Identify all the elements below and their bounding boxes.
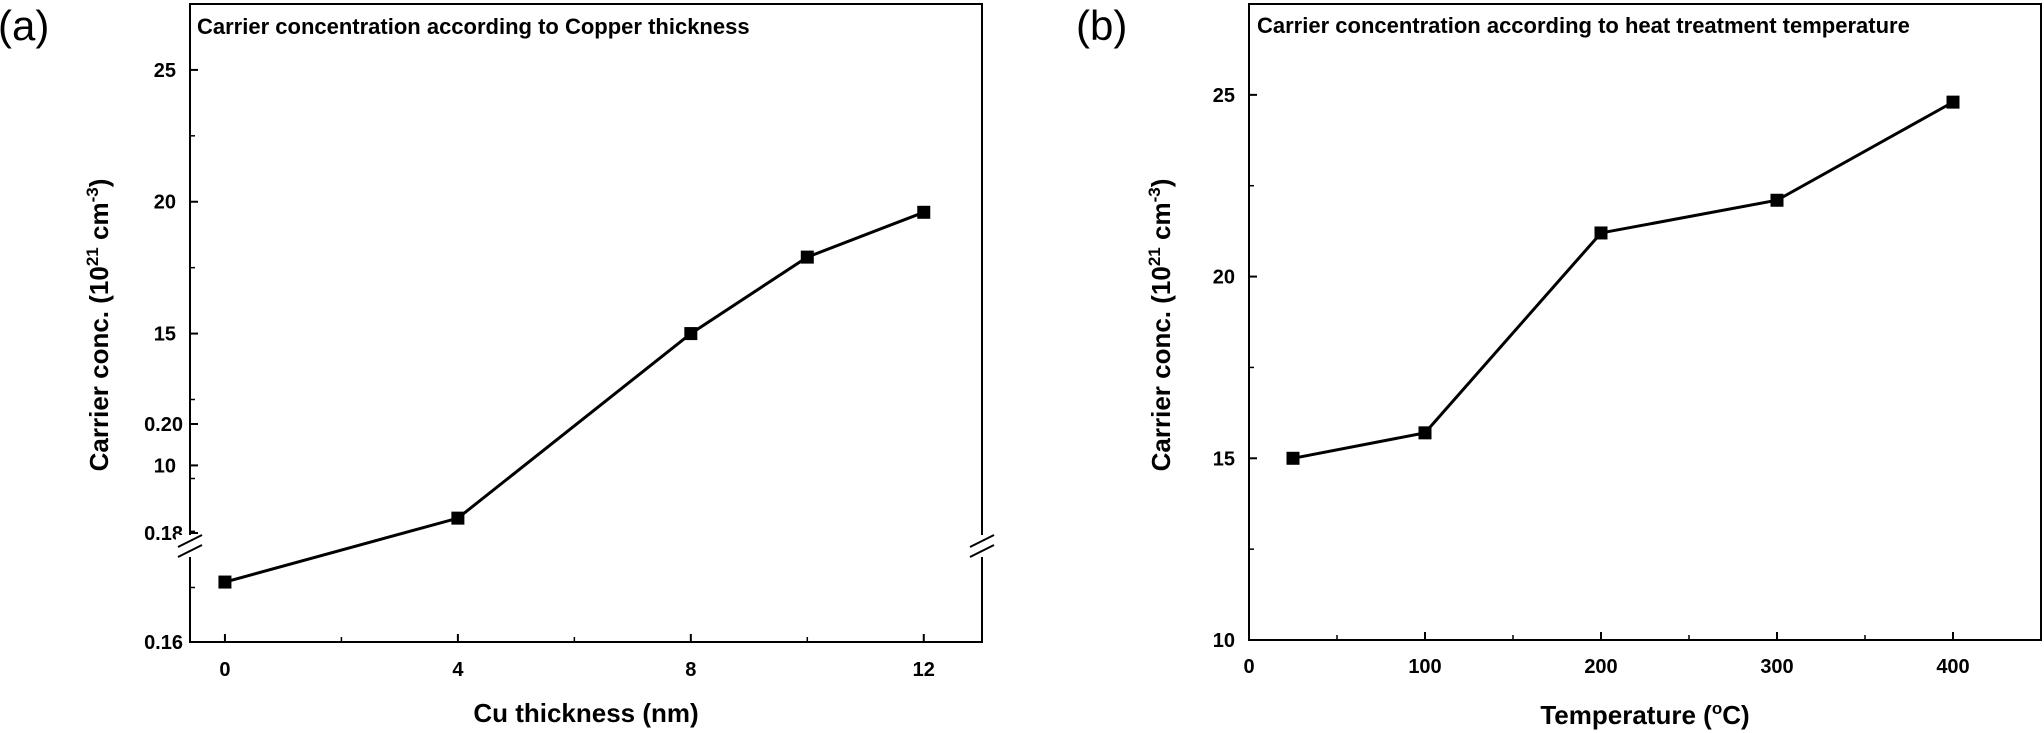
chart-b-x-tick-label: 400 (1936, 656, 1969, 678)
chart-a-y-tick-label: 0.20 (144, 414, 183, 436)
chart-a-x-tick-label: 4 (452, 659, 464, 681)
chart-a-data-point (218, 575, 232, 589)
chart-b: (b) Carrier concentration according to h… (1076, 2, 2042, 730)
chart-b-x-tick-label: 300 (1760, 656, 1793, 678)
chart-a-frame (189, 3, 983, 643)
chart-b-y-tick-label: 15 (1213, 448, 1235, 470)
chart-a-line-break-gap (374, 416, 416, 446)
chart-a-x-axis-label: Cu thickness (nm) (473, 698, 698, 728)
chart-b-frame (1248, 3, 2042, 641)
chart-a-axis-break (176, 534, 996, 558)
chart-b-series-line (1292, 100, 1954, 460)
chart-a-data-point (800, 250, 814, 264)
chart-a-break-slash (177, 544, 203, 558)
chart-a: (a) Carrier concentration according to C… (0, 2, 996, 728)
chart-a-series-line (224, 210, 925, 584)
chart-a-break-gap (968, 535, 996, 557)
chart-b-y-tick-label: 25 (1213, 85, 1235, 107)
chart-a-break-slash (177, 534, 203, 548)
chart-b-x-tick-label: 100 (1408, 656, 1441, 678)
chart-b-y-axis-label: Carrier conc. (1021 cm-3) (1145, 179, 1176, 472)
chart-a-x-ticks: 0 4 8 12 (219, 634, 935, 681)
chart-a-y-tick-label: 20 (154, 192, 176, 214)
chart-a-y-ticks: 0.16 0.18 0.20 10 15 20 25 (144, 60, 198, 654)
chart-a-y-tick-label: 10 (154, 455, 176, 477)
chart-a-data-point (917, 205, 931, 219)
chart-b-data-point (1770, 193, 1784, 207)
chart-a-break-gap (176, 535, 204, 557)
panel-b-letter: (b) (1076, 2, 1127, 49)
chart-a-x-tick-label: 12 (913, 659, 935, 681)
chart-b-x-tick-label: 0 (1243, 656, 1254, 678)
chart-b-x-axis-label: Temperature (oC) (1540, 699, 1749, 730)
chart-b-x-ticks: 0 100 200 300 400 (1243, 632, 1970, 678)
chart-a-x-tick-label: 0 (219, 659, 230, 681)
chart-b-data-point (1286, 451, 1300, 465)
chart-b-data-point (1594, 226, 1608, 240)
panel-a-letter: (a) (0, 2, 49, 49)
chart-a-break-slash (969, 534, 995, 548)
chart-a-y-tick-label: 15 (154, 324, 176, 346)
chart-b-y-ticks: 10 15 20 25 (1213, 85, 1257, 652)
chart-a-data-point (684, 327, 698, 341)
chart-a-title: Carrier concentration according to Coppe… (197, 14, 750, 39)
chart-a-data-point (451, 511, 465, 525)
chart-a-y-tick-label: 0.18 (144, 523, 183, 545)
chart-a-series (218, 205, 931, 589)
chart-a-y-axis-label: Carrier conc. (1021 cm-3) (83, 179, 114, 472)
chart-b-data-point (1418, 426, 1432, 440)
chart-a-x-tick-label: 8 (685, 659, 696, 681)
chart-a-y-tick-label: 0.16 (144, 632, 183, 654)
chart-a-y-tick-label: 25 (154, 60, 176, 82)
chart-b-y-tick-label: 10 (1213, 630, 1235, 652)
chart-b-y-tick-label: 20 (1213, 267, 1235, 289)
chart-b-x-tick-label: 200 (1584, 656, 1617, 678)
chart-a-break-slash (969, 544, 995, 558)
chart-b-series (1286, 95, 1960, 465)
chart-b-title: Carrier concentration according to heat … (1257, 13, 1910, 38)
chart-b-data-point (1946, 95, 1960, 109)
